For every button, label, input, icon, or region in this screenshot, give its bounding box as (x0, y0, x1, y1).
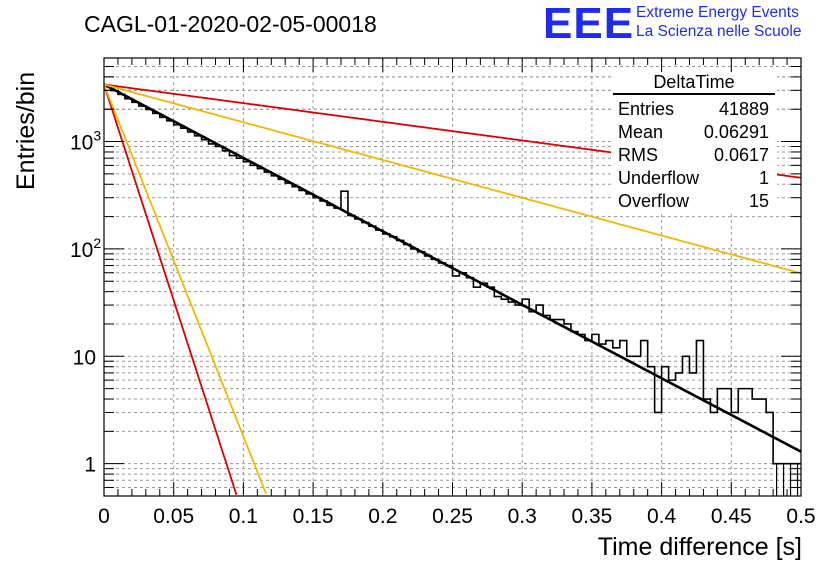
x-tick-label: 0.25 (432, 505, 473, 528)
stats-value: 15 (748, 191, 769, 211)
x-tick-label: 0.45 (711, 505, 752, 528)
x-tick-label: 0.35 (571, 505, 612, 528)
stats-row-mean: Mean 0.06291 (611, 121, 777, 144)
grid (104, 57, 801, 497)
y-tick-label: 102 (70, 235, 101, 262)
stats-row-rms: RMS 0.0617 (611, 144, 777, 167)
x-axis-label: Time difference [s] (597, 533, 802, 561)
stats-label: Entries (618, 99, 675, 119)
x-tick-label: 0.15 (293, 505, 334, 528)
fit-curve-2 (103, 83, 802, 275)
y-tick-label: 103 (70, 128, 101, 155)
chart-title: CAGL-01-2020-02-05-00018 (84, 11, 377, 37)
stats-label: Overflow (618, 191, 690, 211)
x-tick-label: 0.4 (647, 505, 677, 528)
x-tick-label: 0.5 (786, 505, 815, 528)
stats-row-underflow: Underflow 1 (611, 167, 777, 190)
fit-curves (103, 83, 802, 495)
stats-value: 1 (758, 168, 769, 188)
y-tick-label: 10 (73, 346, 96, 369)
y-tick-label: 1 (84, 454, 96, 477)
stats-label: Underflow (618, 168, 700, 188)
axis-ticks (103, 57, 802, 497)
tick-labels: 0 0.05 0.1 0.15 0.2 0.25 0.3 0.35 0.4 0.45 0.5 1 10 1… (70, 128, 816, 528)
fit-curve-4 (103, 84, 267, 494)
stats-row-entries: Entries 41889 (611, 98, 777, 121)
x-tick-label: 0.3 (508, 505, 537, 528)
x-tick-label: 0.05 (153, 505, 194, 528)
x-tick-label: 0.2 (368, 505, 397, 528)
stats-box: DeltaTime Entries 41889 Mean 0.06291 RMS… (611, 72, 777, 213)
y-axis-label: Entries/bin (12, 71, 40, 190)
fit-curve-0 (103, 83, 802, 453)
stats-label: RMS (618, 145, 658, 165)
stats-value: 0.0617 (713, 145, 769, 165)
x-tick-label: 0 (98, 505, 110, 528)
x-tick-label: 0.1 (229, 505, 258, 528)
stats-name: DeltaTime (613, 72, 775, 95)
stats-row-overflow: Overflow 15 (611, 190, 777, 213)
fit-curve-3 (103, 84, 238, 495)
logo-line-1: Extreme Energy Events (636, 4, 799, 21)
logo-line-2: La Scienza nelle Scuole (636, 23, 802, 40)
stats-value: 0.06291 (703, 122, 769, 142)
stats-value: 41889 (718, 99, 769, 119)
stats-label: Mean (618, 122, 664, 142)
eee-logo: EEE (543, 0, 635, 48)
